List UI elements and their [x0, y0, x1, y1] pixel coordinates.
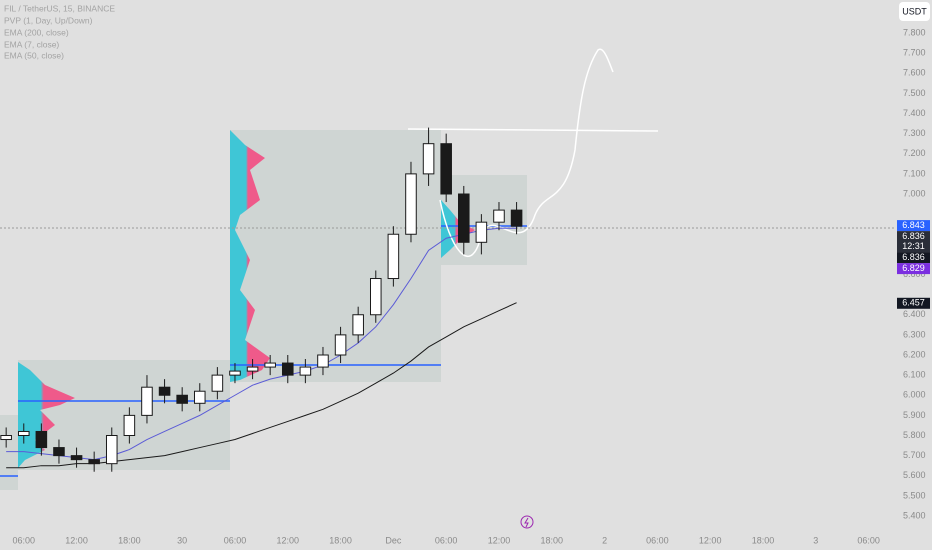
candle-body [369, 278, 382, 316]
indicator-label: EMA (50, close) [4, 50, 64, 60]
y-tick-label: 5.700 [903, 450, 926, 460]
candle-body [440, 143, 452, 195]
profile-histogram [230, 130, 270, 382]
x-tick-label: Dec [385, 535, 402, 545]
price-label-box [897, 263, 930, 275]
x-tick-label: 18:00 [118, 535, 141, 545]
price-label-box [897, 220, 930, 232]
candle-body [123, 414, 136, 436]
x-tick-label: 18:00 [752, 535, 775, 545]
price-label-box [897, 252, 930, 264]
candle-body [264, 362, 276, 368]
candle-body [141, 386, 153, 416]
candle-body [317, 354, 329, 368]
x-tick-label: 06:00 [224, 535, 247, 545]
price-label: 6.843 [902, 220, 925, 230]
candle-body [510, 209, 523, 227]
candle-body [229, 370, 241, 376]
x-tick-label: 06:00 [12, 535, 35, 545]
y-tick-label: 7.700 [903, 48, 926, 58]
countdown-label: 12:31 [902, 241, 925, 251]
indicator-label: PVP (1, Day, Up/Down) [4, 15, 93, 25]
x-tick-label: 12:00 [277, 535, 300, 545]
event-icon-bolt [524, 517, 529, 528]
y-tick-label: 7.100 [903, 168, 926, 178]
x-tick-label: 12:00 [699, 535, 722, 545]
y-tick-label: 7.500 [903, 88, 926, 98]
x-tick-label: 18:00 [541, 535, 564, 545]
profile-histogram [441, 200, 475, 258]
price-label: 6.829 [902, 263, 925, 273]
candle-body [17, 430, 30, 437]
y-tick-label: 7.400 [903, 108, 926, 118]
candle-body [281, 362, 294, 376]
y-tick-label: 6.000 [903, 390, 926, 400]
drawn-line [407, 128, 659, 132]
y-tick-label: 5.800 [903, 430, 926, 440]
currency-button[interactable] [899, 2, 930, 21]
candle-body [0, 435, 12, 441]
candle-body [352, 314, 364, 336]
event-icon [520, 515, 534, 529]
x-tick-label: 18:00 [329, 535, 352, 545]
legend: FIL / TetherUS, 15, BINANCE PVP (1, Day,… [4, 3, 115, 60]
y-tick-label: 6.400 [903, 309, 926, 319]
candle-body [387, 233, 400, 280]
candle-body [105, 435, 118, 465]
symbol-title: FIL / TetherUS, 15, BINANCE [4, 3, 115, 13]
x-tick-label: 3 [813, 535, 818, 545]
x-tick-label: 06:00 [857, 535, 880, 545]
candle-body [88, 459, 100, 465]
y-tick-label: 7.200 [903, 148, 926, 158]
candle-body [176, 394, 188, 404]
y-tick-label: 7.600 [903, 68, 926, 78]
indicator-label: EMA (200, close) [4, 27, 69, 37]
price-label: 6.836 [902, 231, 925, 241]
price-label-box [897, 297, 930, 309]
candle-body [475, 221, 488, 243]
y-tick-label: 5.400 [903, 510, 926, 520]
x-tick-label: 12:00 [65, 535, 88, 545]
y-tick-label: 6.300 [903, 329, 926, 339]
candle-body [211, 374, 224, 392]
x-tick-label: 30 [177, 535, 187, 545]
price-label: 6.457 [902, 298, 925, 308]
y-tick-label: 7.800 [903, 27, 926, 37]
y-tick-label: 7.000 [903, 188, 926, 198]
y-tick-label: 5.900 [903, 410, 926, 420]
x-tick-label: 2 [602, 535, 607, 545]
candle-body [422, 143, 435, 175]
price-label: 6.836 [902, 252, 925, 262]
candle-body [158, 386, 171, 396]
x-tick-label: 12:00 [488, 535, 511, 545]
candle-body [193, 390, 206, 404]
candle-body [299, 366, 312, 376]
candle-body [70, 455, 83, 461]
candle-body [35, 430, 48, 449]
price-label-box [897, 231, 930, 253]
candle-body [493, 209, 505, 223]
profile-box [0, 415, 18, 490]
y-tick-label: 7.300 [903, 128, 926, 138]
y-tick-label: 6.100 [903, 370, 926, 380]
x-tick-label: 06:00 [646, 535, 669, 545]
profile-histogram [18, 362, 75, 468]
y-tick-label: 5.500 [903, 490, 926, 500]
candle-body [246, 366, 259, 372]
y-tick-label: 6.200 [903, 349, 926, 359]
drawn-path [439, 48, 614, 257]
candle-body [334, 334, 347, 356]
candle-body [405, 173, 417, 235]
indicator-label: EMA (7, close) [4, 39, 59, 49]
currency-label: USDT [902, 6, 927, 16]
candle-body [53, 447, 65, 457]
x-tick-label: 06:00 [435, 535, 458, 545]
y-tick-label: 5.600 [903, 470, 926, 480]
candle-body [458, 193, 470, 243]
